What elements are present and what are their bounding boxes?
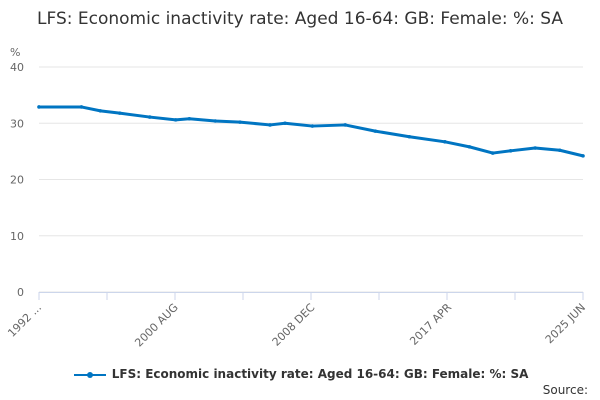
data-point [117,111,122,115]
series-line [39,105,584,158]
data-point [283,121,287,126]
y-tick-label: 40 [10,61,24,74]
data-point [187,116,192,121]
y-tick-label: 0 [17,286,24,299]
data-point [343,123,347,127]
data-point [98,109,103,113]
data-point [173,118,178,122]
data-point [407,134,412,139]
data-point [268,123,272,127]
data-point [373,129,378,133]
x-tick-label: 2000 AUG [132,301,181,350]
source-label: Source: [542,383,588,397]
y-tick-label: 10 [10,230,24,243]
data-point [581,154,585,158]
data-point [147,115,152,119]
data-point [310,124,315,128]
data-point [557,148,562,153]
data-point [213,119,218,123]
y-tick-label: 20 [10,174,24,187]
x-tick-label: 2017 APR [407,301,454,348]
data-point [37,105,41,109]
data-point [443,140,447,144]
y-axis-label: % [10,46,20,59]
legend-marker-icon [73,371,106,378]
data-point [238,120,242,124]
legend[interactable]: LFS: Economic inactivity rate: Aged 16-6… [0,367,600,381]
x-tick-label: 1992 ... [5,301,44,340]
data-point [79,105,84,109]
data-point [467,145,472,149]
chart-title: LFS: Economic inactivity rate: Aged 16-6… [37,9,563,29]
data-point [490,151,495,155]
legend-label: LFS: Economic inactivity rate: Aged 16-6… [111,367,529,381]
x-tick-label: 2008 DEC [270,301,318,349]
y-tick-label: 30 [10,117,24,130]
data-point [508,149,513,153]
data-point [533,146,537,150]
x-tick-label: 2025 JUN [543,301,588,346]
